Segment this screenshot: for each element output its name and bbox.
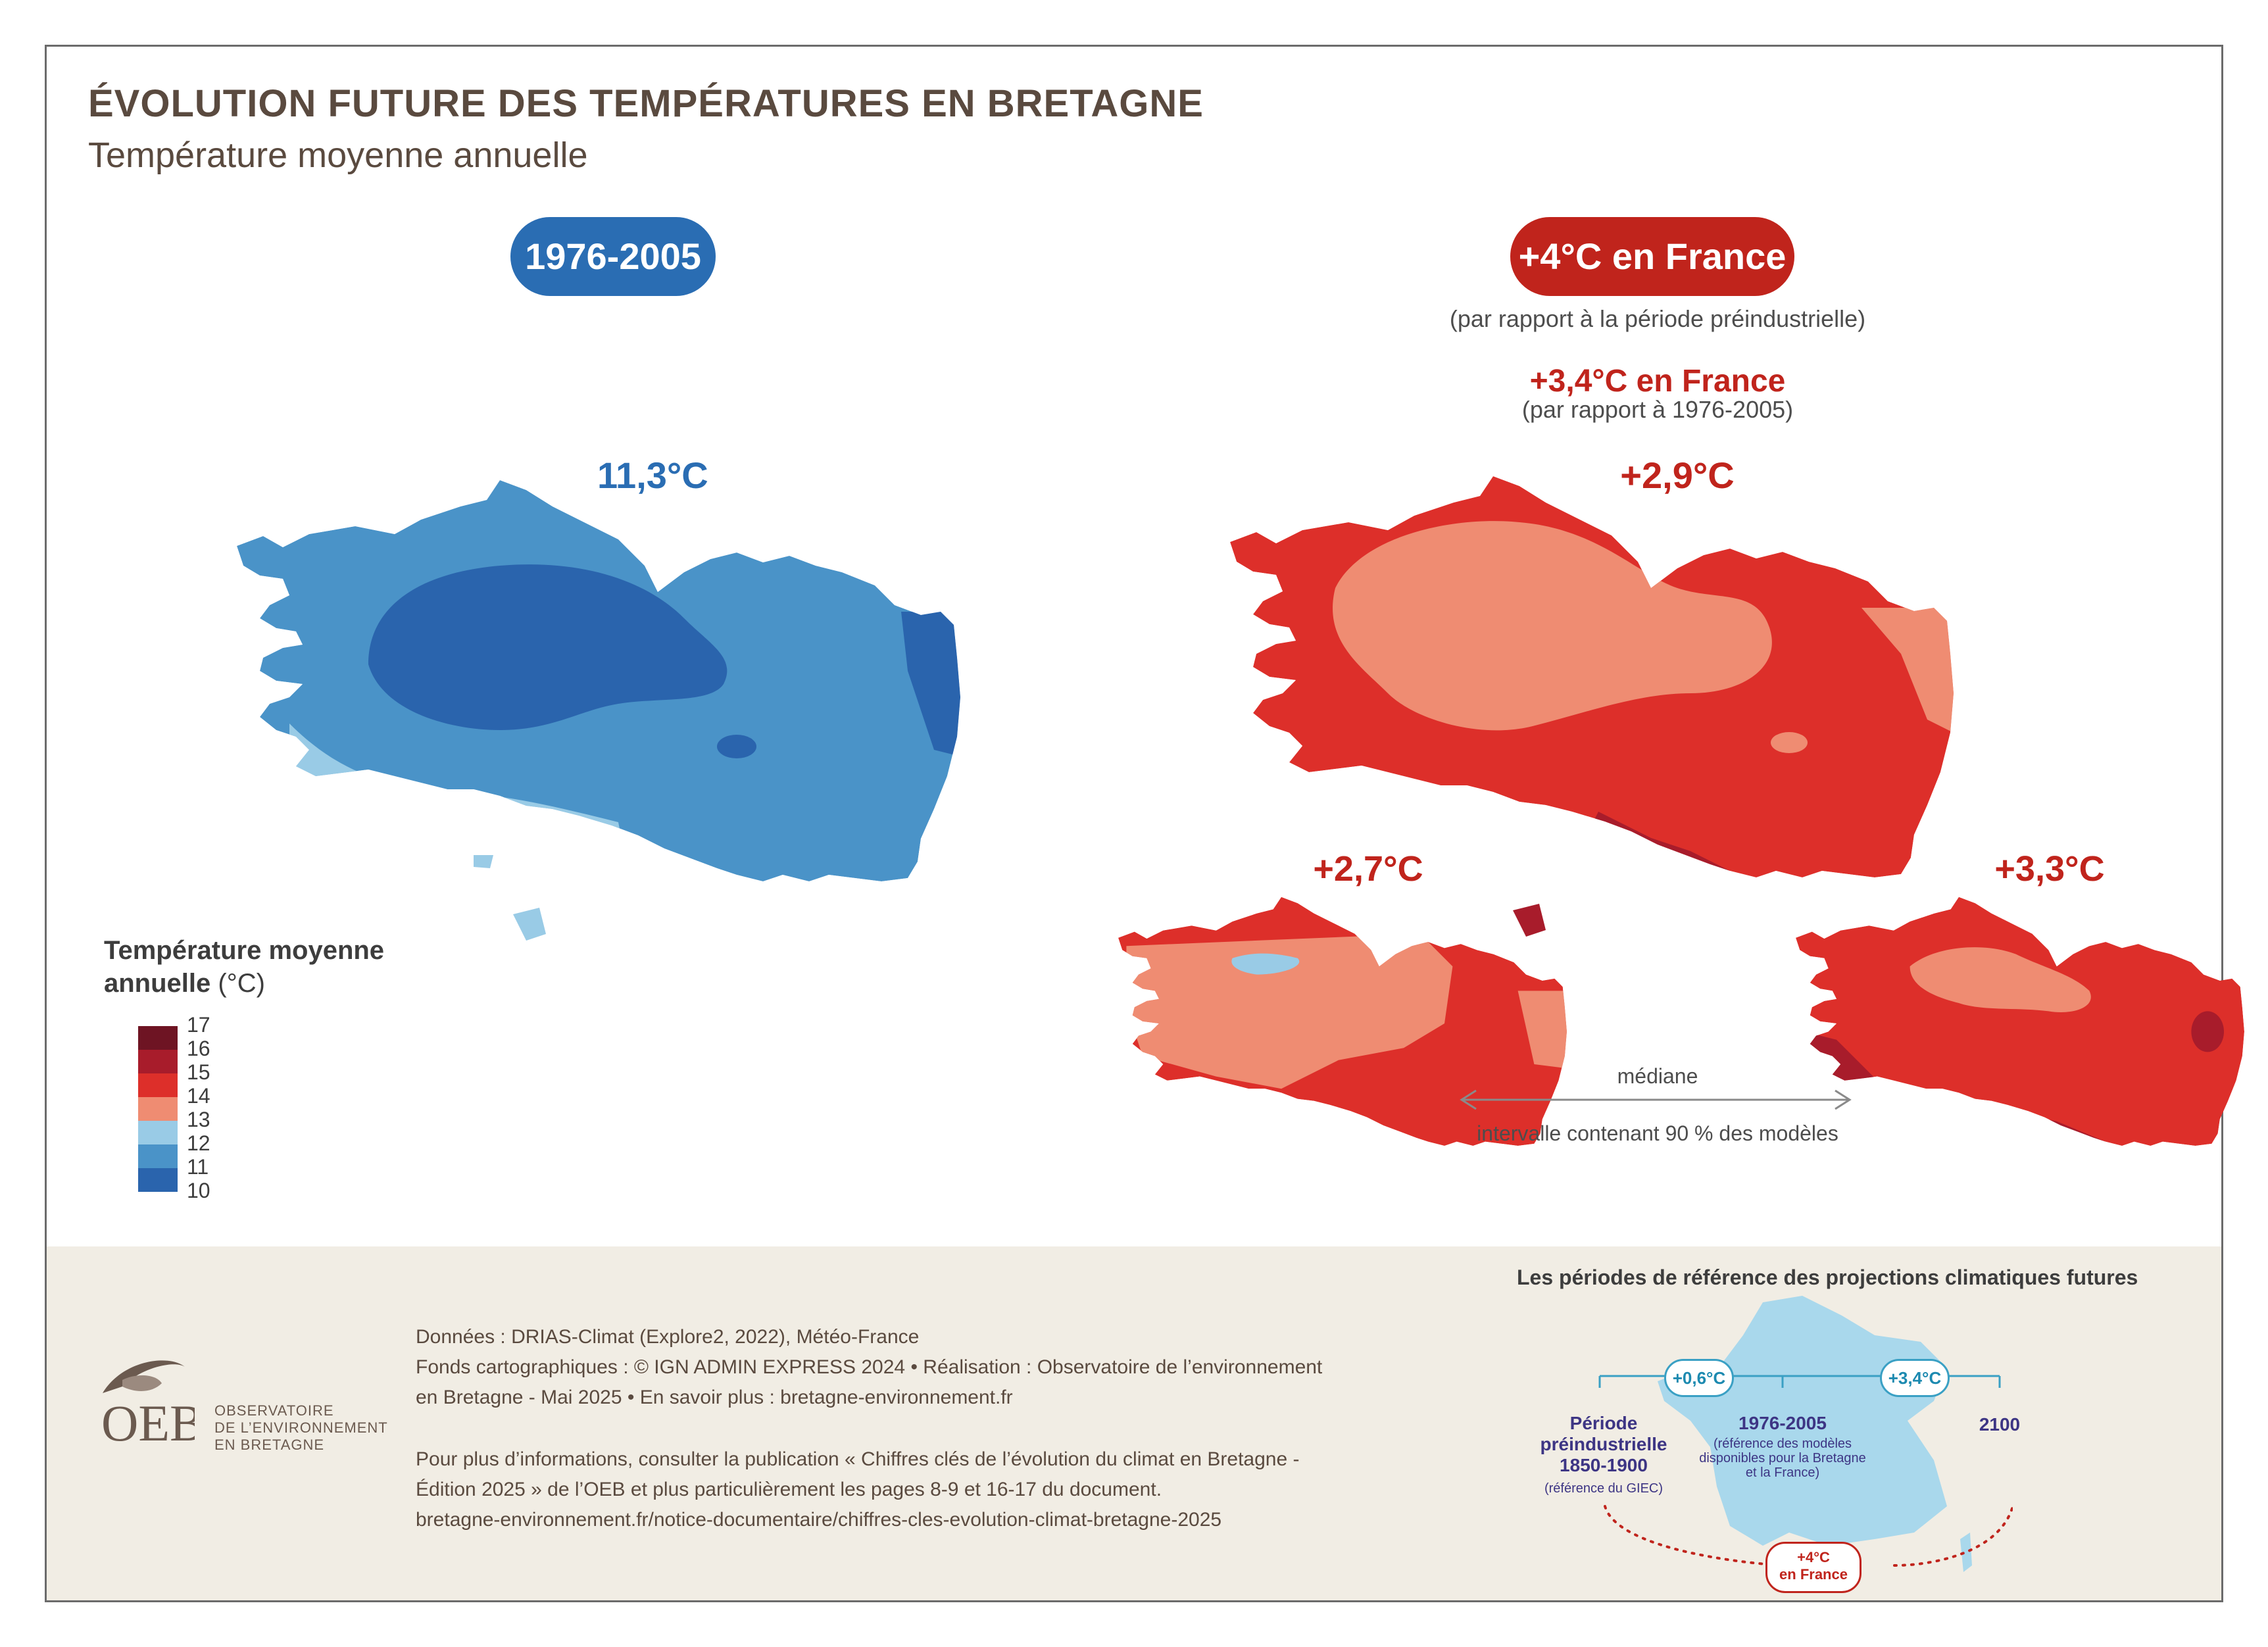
delta-baseline-to-2100: +3,4°C bbox=[1880, 1359, 1950, 1397]
oeb-logo-line1: OBSERVATOIRE bbox=[214, 1402, 334, 1419]
legend-tick-label: 16 bbox=[187, 1037, 210, 1060]
baseline-note-line2: disponibles pour la Bretagne bbox=[1699, 1451, 1866, 1465]
legend-swatch bbox=[138, 1097, 178, 1121]
equivalent-warming-label: +3,4°C en France bbox=[1529, 364, 1786, 399]
legend-swatch bbox=[138, 1144, 178, 1168]
legend-swatch bbox=[138, 1073, 178, 1097]
delta-preindustrial-to-baseline: +0,6°C bbox=[1664, 1359, 1734, 1397]
preindustrial-years: 1850-1900 bbox=[1560, 1455, 1648, 1475]
oeb-logo-mark: OEB bbox=[101, 1360, 195, 1452]
baseline-period-label: 1976-2005 bbox=[1738, 1413, 1827, 1433]
oeb-logo-letters: OEB bbox=[101, 1394, 195, 1452]
more-info-link[interactable]: bretagne-environnement.fr/notice-documen… bbox=[416, 1509, 1222, 1531]
more-info-block: Pour plus d’informations, consulter la p… bbox=[416, 1444, 1300, 1535]
legend-tick-label: 17 bbox=[187, 1013, 210, 1037]
page-subtitle: Température moyenne annuelle bbox=[88, 135, 588, 175]
total-warming-line1: +4°C bbox=[1797, 1549, 1830, 1565]
credits-fonds-2: en Bretagne - Mai 2025 • En savoir plus … bbox=[416, 1387, 1013, 1408]
scenario-badge: +4°C en France bbox=[1510, 217, 1794, 296]
legend-unit: (°C) bbox=[218, 969, 265, 998]
legend-swatch bbox=[138, 1168, 178, 1192]
oeb-logo-line2: DE L’ENVIRONNEMENT bbox=[214, 1419, 388, 1436]
map-low bbox=[1118, 897, 1567, 1146]
oeb-logo-text: OBSERVATOIRE DE L’ENVIRONNEMENT EN BRETA… bbox=[214, 1402, 388, 1454]
median-caption: médiane bbox=[1617, 1064, 1698, 1088]
scenario-note: (par rapport à la période préindustriell… bbox=[1449, 305, 1866, 332]
preindustrial-label: Période préindustrielle 1850-1900 bbox=[1525, 1413, 1683, 1476]
total-warming-badge: +4°C en France bbox=[1765, 1542, 1861, 1593]
map-high bbox=[1796, 897, 2244, 1146]
legend-tick-label: 13 bbox=[187, 1108, 210, 1131]
legend-tick-label: 10 bbox=[187, 1179, 210, 1202]
legend-title-line2: annuelle (°C) bbox=[104, 967, 384, 1000]
legend-tick-label: 11 bbox=[187, 1155, 209, 1179]
legend-tick-label: 15 bbox=[187, 1060, 210, 1084]
total-warming-line2: en France bbox=[1779, 1566, 1848, 1583]
legend-tick-label: 12 bbox=[187, 1131, 210, 1155]
france-silhouette bbox=[1658, 1296, 1947, 1546]
baseline-temperature-value: 11,3°C bbox=[597, 455, 708, 496]
legend-tick-label: 14 bbox=[187, 1084, 210, 1108]
more-info-line1: Pour plus d’informations, consulter la p… bbox=[416, 1448, 1300, 1470]
preindustrial-line1: Période bbox=[1569, 1413, 1638, 1433]
preindustrial-line2: préindustrielle bbox=[1540, 1434, 1667, 1454]
baseline-period-note: (référence des modèles disponibles pour … bbox=[1697, 1437, 1868, 1480]
interval-arrow bbox=[1460, 1089, 1852, 1110]
legend-swatch bbox=[138, 1121, 178, 1144]
low-warming-value: +2,7°C bbox=[1313, 849, 1423, 889]
map-baseline bbox=[237, 480, 960, 941]
interval-caption: intervalle contenant 90 % des modèles bbox=[1477, 1121, 1838, 1145]
more-info-line2: Édition 2025 » de l’OEB et plus particul… bbox=[416, 1479, 1162, 1500]
credits-block: Données : DRIAS-Climat (Explore2, 2022),… bbox=[416, 1322, 1322, 1413]
oeb-logo-line3: EN BRETAGNE bbox=[214, 1437, 325, 1453]
median-warming-value: +2,9°C bbox=[1620, 455, 1735, 496]
legend-swatch bbox=[138, 1026, 178, 1050]
legend-title-line1: Température moyenne bbox=[104, 936, 385, 965]
baseline-note-line1: (référence des modèles bbox=[1713, 1437, 1852, 1451]
credits-data: Données : DRIAS-Climat (Explore2, 2022),… bbox=[416, 1326, 920, 1348]
high-warming-value: +3,3°C bbox=[1994, 849, 2105, 889]
baseline-note-line3: et la France) bbox=[1745, 1465, 1820, 1480]
reference-periods-title: Les périodes de référence des projection… bbox=[1517, 1266, 2138, 1289]
legend-swatch bbox=[138, 1050, 178, 1073]
corsica-silhouette bbox=[1960, 1533, 1972, 1572]
preindustrial-note: (référence du GIEC) bbox=[1544, 1481, 1664, 1496]
dotted-arc-left bbox=[1604, 1505, 1790, 1567]
end-year-label: 2100 bbox=[1979, 1414, 2021, 1435]
legend-title-line2-text: annuelle bbox=[104, 969, 211, 998]
equivalent-warming-note: (par rapport à 1976-2005) bbox=[1521, 396, 1794, 423]
page-title: ÉVOLUTION FUTURE DES TEMPÉRATURES EN BRE… bbox=[88, 82, 1204, 125]
legend-title: Température moyenne annuelle (°C) bbox=[104, 934, 384, 1000]
credits-fonds: Fonds cartographiques : © IGN ADMIN EXPR… bbox=[416, 1356, 1323, 1378]
dotted-arc-right bbox=[1893, 1505, 2013, 1567]
baseline-period-badge: 1976-2005 bbox=[510, 217, 716, 296]
